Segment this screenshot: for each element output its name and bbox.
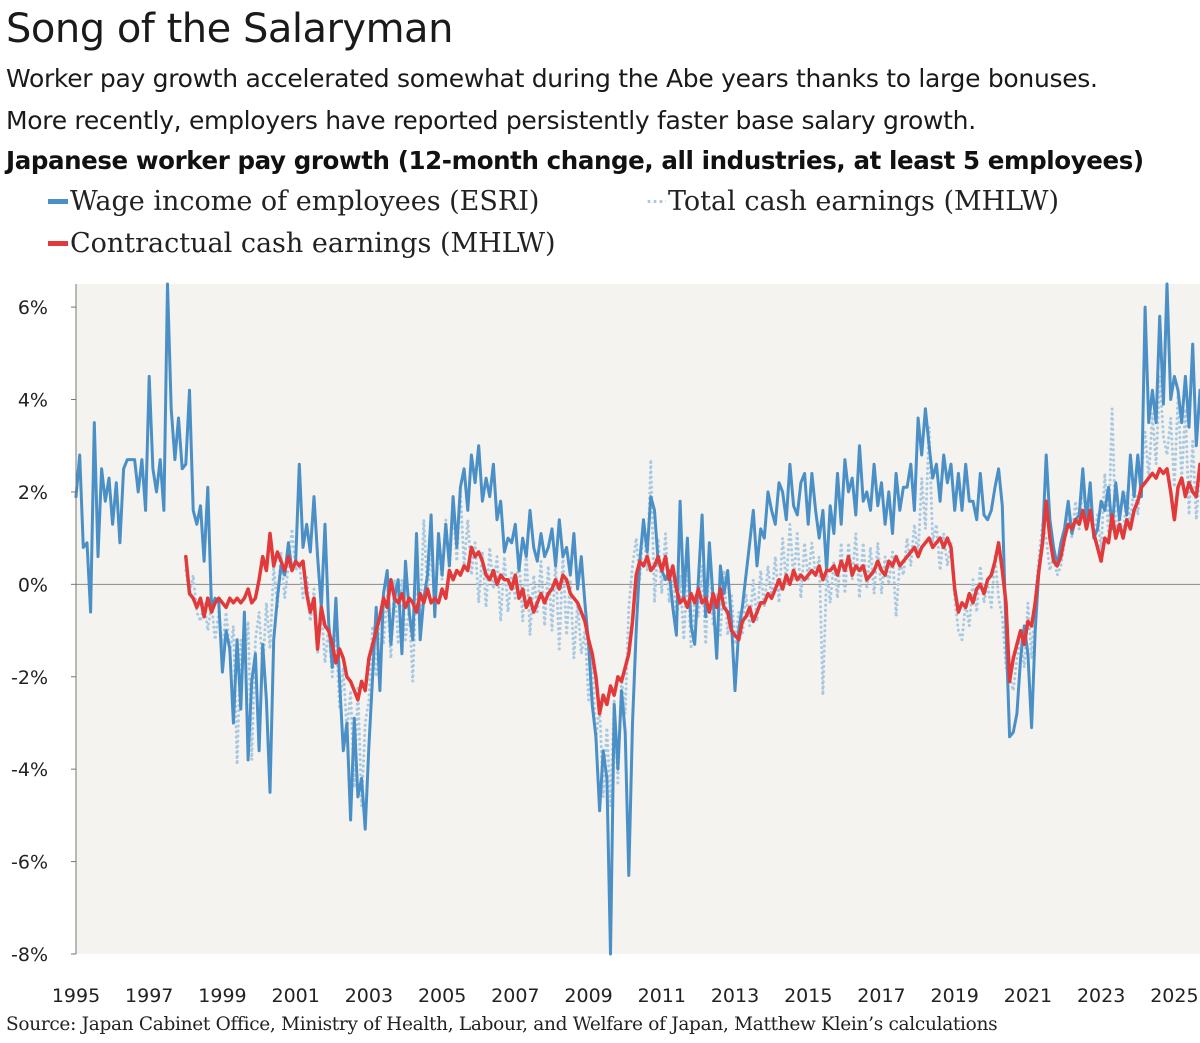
y-tick-label: -4%	[11, 759, 48, 781]
legend-label-wage: Wage income of employees (ESRI)	[70, 186, 540, 217]
legend-swatch-contractual	[48, 241, 68, 246]
legend-swatch-wage	[48, 199, 68, 204]
subtitle-line-2: More recently, employers have reported p…	[6, 106, 976, 135]
y-tick-label: 4%	[18, 390, 48, 412]
legend-item-wage: Wage income of employees (ESRI)	[48, 186, 539, 217]
chart-main-title: Song of the Salaryman	[6, 6, 453, 52]
series-line-total-cash-earnings	[184, 374, 1200, 808]
x-tick-label: 1995	[52, 985, 100, 1007]
chart-title: Japanese worker pay growth (12-month cha…	[6, 146, 1144, 175]
x-tick-label: 2021	[1004, 985, 1052, 1007]
x-tick-label: 2013	[711, 985, 759, 1007]
x-tick-label: 2001	[271, 985, 319, 1007]
x-tick-label: 2017	[857, 985, 905, 1007]
legend-item-contractual: Contractual cash earnings (MHLW)	[48, 228, 556, 259]
legend-label-total: Total cash earnings (MHLW)	[668, 186, 1060, 217]
x-tick-label: 2007	[491, 985, 539, 1007]
legend-item-total: Total cash earnings (MHLW)	[646, 186, 1059, 217]
legend-swatch-total	[646, 198, 666, 205]
series-line-contractual-earnings	[184, 462, 1200, 716]
x-tick-label: 1997	[125, 985, 173, 1007]
source-note: Source: Japan Cabinet Office, Ministry o…	[6, 1014, 998, 1035]
y-tick-label: -8%	[11, 944, 48, 966]
x-tick-label: 2009	[564, 985, 612, 1007]
x-tick-label: 2005	[418, 985, 466, 1007]
axes: 6% 4% 2% 0% -2% -4% -6% -8%1995 1997 1999 2001 2003…	[11, 284, 1199, 1007]
legend-label-contractual: Contractual cash earnings (MHLW)	[70, 228, 556, 259]
x-tick-label: 2025	[1150, 985, 1198, 1007]
subtitle-line-1: Worker pay growth accelerated somewhat d…	[6, 64, 1098, 93]
x-tick-label: 2003	[345, 985, 393, 1007]
y-tick-label: -2%	[11, 667, 48, 689]
y-tick-label: -6%	[11, 852, 48, 874]
x-tick-label: 1999	[198, 985, 246, 1007]
y-tick-label: 2%	[18, 482, 48, 504]
x-tick-label: 2019	[931, 985, 979, 1007]
x-tick-label: 2011	[638, 985, 686, 1007]
x-tick-label: 2023	[1077, 985, 1125, 1007]
series-layer	[74, 282, 1200, 956]
x-tick-label: 2015	[784, 985, 832, 1007]
y-tick-label: 6%	[18, 297, 48, 319]
line-chart: 6% 4% 2% 0% -2% -4% -6% -8%1995 1997 1999 2001 2003…	[11, 282, 1200, 1007]
y-tick-label: 0%	[18, 574, 48, 596]
